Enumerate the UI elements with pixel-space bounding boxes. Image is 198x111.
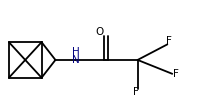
Text: N: N <box>72 56 80 65</box>
Text: F: F <box>133 87 139 97</box>
Text: H: H <box>72 47 80 57</box>
Text: F: F <box>173 69 179 79</box>
Text: O: O <box>96 27 104 37</box>
Text: F: F <box>166 36 172 46</box>
